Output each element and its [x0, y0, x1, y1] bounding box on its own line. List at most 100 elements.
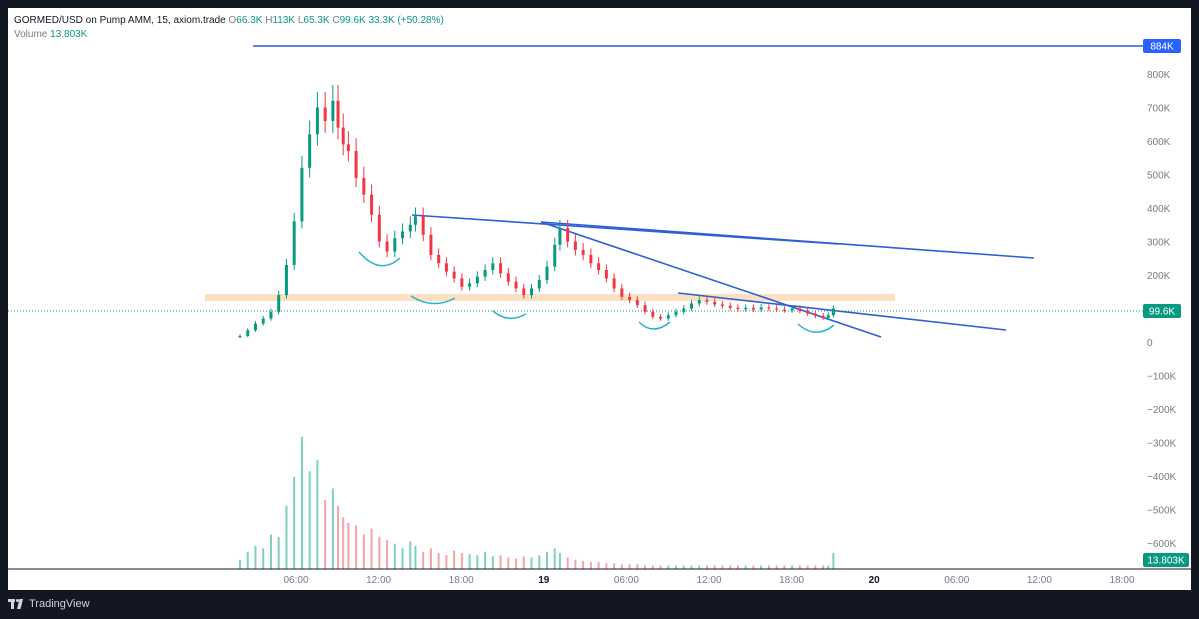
volume-bar	[355, 525, 358, 569]
volume-bar	[690, 565, 693, 569]
y-tick-label: 700K	[1147, 104, 1171, 115]
candle-body	[475, 276, 479, 284]
volume-bar	[515, 558, 518, 569]
volume-bar	[293, 477, 296, 569]
volume-label[interactable]: Volume	[14, 29, 48, 40]
volume-bar	[675, 565, 678, 569]
y-tick-label: −600K	[1147, 539, 1177, 550]
volume-bar	[698, 565, 701, 569]
volume-bar	[538, 555, 541, 569]
candle-body	[393, 238, 397, 252]
volume-bar	[659, 565, 662, 569]
volume-bar	[386, 540, 389, 569]
volume-bar	[613, 563, 616, 569]
drawing-layer[interactable]	[205, 45, 1143, 338]
x-tick-label: 18:00	[779, 575, 804, 586]
volume-bar	[254, 546, 257, 569]
y-tick-label: 800K	[1147, 70, 1171, 81]
candle-body	[651, 311, 655, 317]
volume-bar	[476, 555, 479, 569]
candle-body	[468, 283, 472, 287]
brand-label: TradingView	[29, 598, 90, 610]
volume-bar	[827, 565, 830, 569]
candle-body	[612, 278, 616, 289]
tradingview-icon	[8, 599, 24, 609]
arc-4[interactable]	[638, 321, 671, 330]
x-tick-label: 06:00	[614, 575, 639, 586]
volume-bar	[316, 459, 319, 569]
candle-body	[573, 241, 577, 250]
candle-body	[460, 278, 464, 287]
volume-bar	[546, 551, 549, 569]
candle-body	[659, 316, 663, 319]
candle-body	[401, 231, 405, 239]
candle-body	[751, 307, 755, 310]
volume-bar	[393, 543, 396, 569]
candle-body	[759, 307, 763, 310]
y-tick-label: 600K	[1147, 137, 1171, 148]
volume-bar	[721, 565, 724, 569]
support-zone[interactable]	[205, 294, 895, 301]
chart-frame[interactable]: 800K700K600K500K400K300K200K100K0−100K−2…	[8, 8, 1191, 590]
trendline-3[interactable]	[540, 221, 882, 338]
volume-bar	[553, 548, 556, 569]
volume-bar	[651, 565, 654, 569]
candle-body	[589, 254, 593, 264]
candle-body	[674, 311, 678, 316]
symbol-title[interactable]: GORMED/USD on Pump AMM, 15, axiom.trade	[14, 15, 226, 26]
volume-bar	[628, 564, 631, 569]
x-tick-label: 06:00	[283, 575, 308, 586]
volume-bar	[806, 565, 809, 569]
candle-body	[315, 107, 319, 135]
arc-2[interactable]	[410, 295, 456, 305]
candle-body	[452, 271, 456, 279]
arc-3[interactable]	[492, 310, 527, 320]
candle-body	[628, 296, 632, 301]
volume-bar	[414, 546, 417, 569]
svg-text:99.6K: 99.6K	[1149, 307, 1175, 318]
candle-body	[483, 269, 487, 277]
candle-body	[341, 127, 345, 145]
volume-bar	[644, 565, 647, 569]
candle-body	[620, 288, 624, 297]
tradingview-logo[interactable]: TradingView	[8, 598, 90, 610]
candle-body	[408, 224, 412, 232]
candle-body	[558, 228, 562, 245]
volume-bar	[582, 560, 585, 569]
svg-text:13.803K: 13.803K	[1147, 556, 1185, 567]
ohlc-row: GORMED/USD on Pump AMM, 15, axiom.trade …	[14, 15, 444, 26]
candle-body	[370, 194, 374, 215]
chart-legend: GORMED/USD on Pump AMM, 15, axiom.trade …	[14, 14, 444, 42]
arc-1[interactable]	[358, 251, 401, 267]
x-tick-label: 06:00	[944, 575, 969, 586]
trendline-2[interactable]	[540, 221, 1035, 259]
volume-bar	[530, 557, 533, 569]
volume-bar	[491, 556, 494, 569]
ath-price-badge: 884K	[1143, 39, 1181, 53]
change-value: 33.3K (+50.28%)	[368, 15, 444, 26]
candle-body	[720, 304, 724, 306]
candle-body	[682, 308, 686, 312]
price-chart[interactable]: 800K700K600K500K400K300K200K100K0−100K−2…	[8, 8, 1191, 590]
volume-bar	[566, 557, 569, 569]
candle-body	[767, 307, 771, 309]
volume-bar	[744, 565, 747, 569]
candle-body	[643, 305, 647, 312]
candles	[238, 84, 835, 339]
price-axis: 800K700K600K500K400K300K200K100K0−100K−2…	[1147, 70, 1177, 550]
candle-body	[545, 266, 549, 281]
volume-bar	[522, 556, 525, 569]
volume-bar	[239, 559, 241, 569]
candle-body	[377, 214, 381, 242]
volume-bar	[636, 564, 639, 569]
candle-body	[831, 308, 835, 316]
open-value: 66.3K	[236, 15, 263, 26]
candle-body	[261, 318, 265, 324]
x-tick-label: 18:00	[1109, 575, 1134, 586]
candle-body	[514, 281, 518, 289]
candle-body	[238, 335, 242, 338]
candle-body	[522, 288, 526, 296]
arc-5[interactable]	[797, 323, 835, 333]
candle-body	[604, 269, 608, 279]
candle-body	[506, 273, 510, 282]
